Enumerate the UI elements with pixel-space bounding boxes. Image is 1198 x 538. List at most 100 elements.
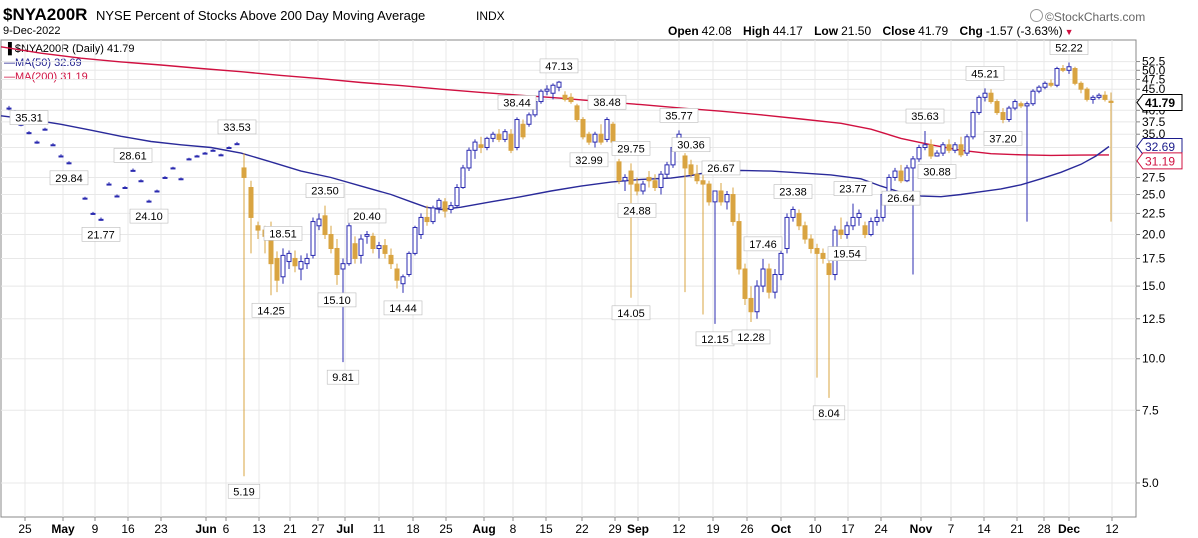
- candle-body: [790, 208, 796, 218]
- candle: [778, 248, 784, 281]
- candle-body: [976, 96, 982, 114]
- x-tick-label: 24: [874, 522, 888, 536]
- candle-body: [42, 128, 48, 131]
- candle: [50, 143, 56, 147]
- plot-area: [0, 39, 1137, 518]
- annotation-label: 28.61: [119, 150, 147, 162]
- brand-label[interactable]: ©StockCharts.com: [1030, 9, 1145, 24]
- annotation: 12.15: [695, 331, 735, 347]
- annotation: 14.44: [383, 300, 423, 316]
- annotation-box: [983, 131, 1023, 146]
- candle: [940, 142, 946, 156]
- candle-body: [58, 155, 64, 158]
- annotation: 29.75: [611, 141, 651, 156]
- candle-body: [114, 195, 120, 198]
- x-tick-label: Jun: [195, 522, 216, 536]
- candle: [400, 274, 406, 293]
- annotation: 24.10: [129, 208, 169, 224]
- candle-body: [364, 234, 370, 237]
- annotation-box: [251, 302, 291, 318]
- candle: [952, 142, 958, 154]
- candle-body: [286, 252, 292, 263]
- annotation-label: 35.77: [665, 110, 693, 122]
- annotation: 23.50: [305, 183, 345, 198]
- candle-body: [26, 132, 32, 135]
- candle-body: [820, 252, 826, 259]
- annotation-label: 12.28: [737, 332, 765, 344]
- candle: [712, 190, 718, 324]
- candle-body: [472, 141, 478, 151]
- candle-body: [298, 261, 304, 270]
- candle-body: [490, 133, 496, 139]
- candle-body: [442, 201, 448, 212]
- y-tick-label: 22.5: [1142, 206, 1166, 220]
- candle: [982, 88, 988, 102]
- candle: [186, 157, 192, 161]
- annotation: 52.22: [1049, 40, 1089, 55]
- y-tick-label: 50.0: [1142, 63, 1166, 77]
- candle-body: [682, 155, 688, 169]
- y-tick-label: 25.0: [1142, 188, 1166, 202]
- candle: [802, 221, 808, 244]
- candle: [376, 241, 382, 259]
- candle: [496, 129, 502, 143]
- candle-body: [66, 162, 72, 165]
- candle-body: [218, 154, 224, 157]
- candle: [508, 129, 514, 154]
- annotation-box: [539, 58, 579, 74]
- candle-body: [916, 147, 922, 160]
- candle: [928, 139, 934, 159]
- annotation: 24.88: [617, 203, 657, 218]
- x-tick-label: 23: [154, 522, 168, 536]
- price-tag-label: 41.79: [1145, 96, 1175, 110]
- annotation-label: 38.48: [593, 97, 621, 109]
- y-tick-label: 10.0: [1142, 352, 1166, 366]
- candle: [66, 161, 72, 165]
- candle: [628, 163, 634, 298]
- x-tick-label: 13: [252, 522, 266, 536]
- candle: [388, 248, 394, 270]
- candle: [706, 180, 712, 206]
- x-tick-label: 25: [439, 522, 453, 536]
- candle: [328, 225, 334, 254]
- annotation-label: 24.10: [135, 211, 163, 223]
- candle-body: [910, 158, 916, 169]
- candle-body: [514, 118, 520, 149]
- candle-body: [946, 144, 952, 151]
- candle-body: [940, 144, 946, 154]
- annotation: 20.40: [347, 208, 387, 224]
- candle-body: [122, 187, 128, 190]
- candle: [520, 119, 526, 140]
- candle-body: [162, 176, 168, 179]
- candle-body: [1012, 101, 1018, 109]
- candle: [334, 239, 340, 285]
- candle-body: [334, 247, 340, 276]
- annotation-label: 15.10: [323, 295, 351, 307]
- annotation-box: [731, 329, 771, 345]
- annotation-label: 9.81: [332, 372, 353, 384]
- annotation-label: 23.50: [311, 186, 339, 198]
- x-tick-label: 14: [977, 522, 991, 536]
- annotation-label: 26.64: [887, 193, 915, 205]
- candle: [736, 213, 742, 275]
- annotation-label: 37.20: [989, 133, 1017, 145]
- candle-body: [406, 252, 412, 276]
- candle-body: [634, 183, 640, 192]
- low-value: 21.50: [841, 24, 872, 38]
- candle-body: [412, 226, 418, 254]
- candle: [280, 248, 286, 284]
- chg-value: -1.57 (-3.63%): [985, 24, 1063, 38]
- candle-body: [394, 268, 400, 281]
- candle-body: [994, 101, 1000, 114]
- candle: [352, 236, 358, 264]
- annotation-label: 23.77: [839, 184, 867, 196]
- candle: [850, 203, 856, 231]
- candle: [1108, 92, 1114, 222]
- x-tick-label: Jul: [336, 522, 353, 536]
- high-value: 44.17: [772, 24, 803, 38]
- candle: [1048, 79, 1054, 88]
- annotation-box: [905, 108, 945, 124]
- x-tick-label: 15: [539, 522, 553, 536]
- candle: [98, 217, 104, 221]
